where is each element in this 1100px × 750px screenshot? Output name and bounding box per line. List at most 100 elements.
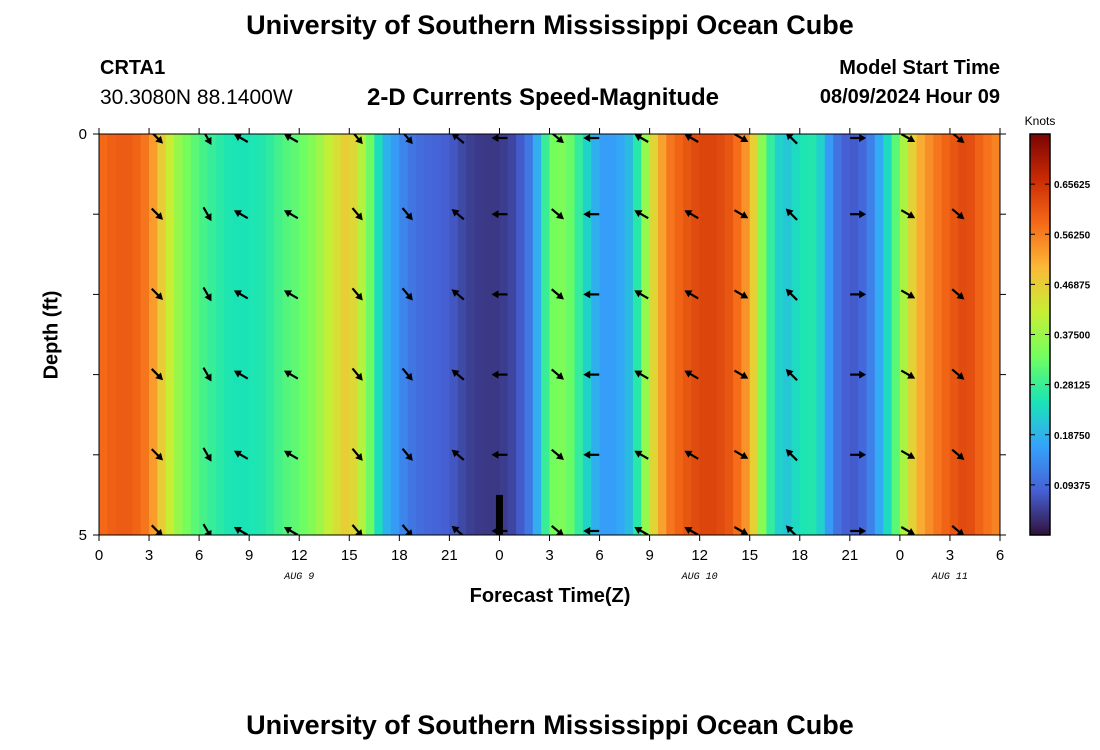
- heat-cell: [541, 134, 551, 535]
- heat-cell: [966, 134, 976, 535]
- heat-cell: [632, 134, 642, 535]
- heat-cell: [532, 134, 542, 535]
- current-arrow: [733, 449, 749, 459]
- current-arrow: [583, 134, 600, 143]
- current-arrow: [551, 208, 564, 220]
- heat-cell: [174, 134, 184, 535]
- current-arrow: [283, 290, 299, 300]
- current-arrow: [785, 288, 798, 301]
- heat-cell: [140, 134, 150, 535]
- current-arrow: [551, 288, 564, 300]
- heat-cell: [132, 134, 142, 535]
- heat-cell: [557, 134, 567, 535]
- station-id: CRTA1: [100, 57, 166, 79]
- current-arrow: [634, 290, 649, 300]
- heat-cell: [641, 134, 651, 535]
- x-tick-label: 6: [595, 547, 603, 564]
- current-arrow: [451, 449, 465, 461]
- heat-cell: [115, 134, 125, 535]
- current-arrow: [733, 526, 749, 535]
- heat-cell: [783, 134, 793, 535]
- current-arrow: [401, 287, 413, 301]
- heat-cell: [424, 134, 434, 535]
- heat-cell: [766, 134, 776, 535]
- heat-cell: [182, 134, 192, 535]
- current-arrow: [351, 524, 363, 535]
- heat-cell: [199, 134, 209, 535]
- current-arrow: [684, 370, 699, 380]
- colorbar-tick-label: 0.09375: [1054, 481, 1091, 492]
- heat-cell: [249, 134, 259, 535]
- current-arrow: [551, 448, 564, 460]
- current-arrow: [491, 370, 508, 379]
- current-arrow: [283, 450, 299, 460]
- heat-cell: [624, 134, 634, 535]
- current-arrow: [850, 370, 867, 379]
- current-arrow: [850, 526, 867, 535]
- heat-cell: [774, 134, 784, 535]
- heat-cell: [841, 134, 851, 535]
- x-tick-label: 12: [691, 547, 708, 564]
- current-arrow: [634, 210, 649, 220]
- heat-cell: [691, 134, 701, 535]
- current-arrow: [283, 210, 299, 220]
- current-arrow: [150, 524, 163, 535]
- current-arrow: [203, 134, 212, 145]
- current-arrow: [491, 526, 508, 535]
- colorbar-tick-label: 0.46875: [1054, 280, 1091, 291]
- current-arrow: [551, 525, 564, 535]
- current-arrow: [233, 450, 249, 460]
- current-arrow: [951, 208, 965, 220]
- heatmap-cells: [99, 134, 1000, 535]
- heat-cell: [933, 134, 943, 535]
- current-arrow: [634, 370, 649, 380]
- heat-cell: [432, 134, 442, 535]
- x-axis-label: Forecast Time(Z): [469, 585, 631, 607]
- heat-cell: [574, 134, 584, 535]
- heat-cell: [149, 134, 158, 535]
- heat-cell: [524, 134, 534, 535]
- current-arrow: [491, 134, 508, 143]
- current-arrow: [283, 134, 299, 143]
- date-label: AUG 9: [283, 572, 314, 583]
- current-arrow: [491, 290, 508, 299]
- current-arrow: [733, 289, 749, 299]
- heat-cell: [441, 134, 450, 535]
- current-arrow: [850, 290, 867, 299]
- current-arrow: [583, 450, 600, 459]
- heat-cell: [908, 134, 918, 535]
- current-arrows: [150, 134, 965, 535]
- heat-cell: [466, 134, 476, 535]
- current-arrow: [202, 447, 212, 462]
- current-arrow: [233, 290, 249, 300]
- heat-cell: [758, 134, 768, 535]
- current-arrow: [951, 288, 965, 300]
- x-tick-label: 6: [996, 547, 1004, 564]
- heat-cell: [591, 134, 601, 535]
- current-arrow: [352, 134, 363, 145]
- current-arrow: [150, 368, 164, 381]
- heat-cell: [257, 134, 267, 535]
- heat-cell: [874, 134, 884, 535]
- heat-cell: [974, 134, 984, 535]
- current-arrow: [150, 287, 164, 301]
- x-tick-label: 15: [341, 547, 358, 564]
- heat-cell: [991, 134, 1000, 535]
- current-arrow: [850, 210, 867, 219]
- chart-title: 2-D Currents Speed-Magnitude: [367, 84, 720, 111]
- x-tick-label: 21: [841, 547, 858, 564]
- current-time-marker: [495, 494, 503, 535]
- current-arrow: [900, 526, 916, 535]
- date-label: AUG 11: [931, 572, 968, 583]
- heat-cell: [891, 134, 901, 535]
- heat-cell: [749, 134, 759, 535]
- current-arrow: [850, 134, 867, 143]
- heat-cell: [207, 134, 217, 535]
- x-tick-label: 9: [245, 547, 253, 564]
- current-arrow: [583, 526, 600, 535]
- x-tick-label: 18: [391, 547, 408, 564]
- heat-cell: [699, 134, 709, 535]
- current-arrow: [451, 209, 465, 221]
- heat-cell: [190, 134, 200, 535]
